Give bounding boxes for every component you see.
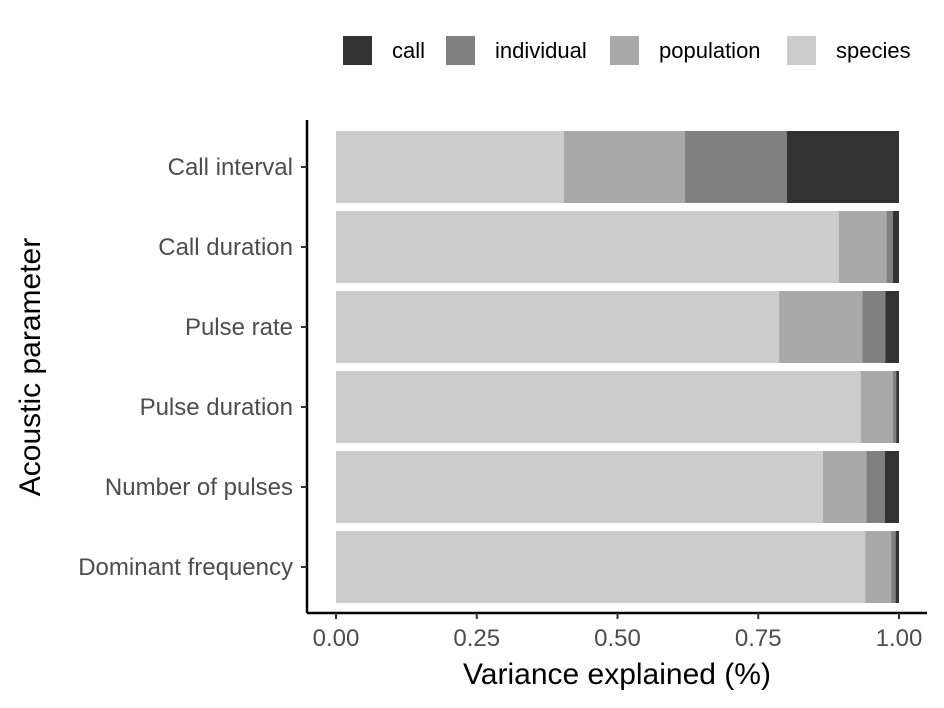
legend-label-individual: individual xyxy=(495,38,587,63)
y-axis: Call interval Call duration Pulse rate Puls… xyxy=(78,120,309,613)
legend-swatch-population xyxy=(610,36,639,65)
bar-species-3 xyxy=(336,371,861,443)
x-tick-label: 1.00 xyxy=(876,625,923,652)
bar-species-1 xyxy=(336,211,839,283)
bar-species-5 xyxy=(336,531,866,603)
bar-population-1 xyxy=(838,211,887,283)
legend-swatch-call xyxy=(343,36,372,65)
x-tick-label: 0.25 xyxy=(453,625,500,652)
bar-call-1 xyxy=(892,211,899,283)
bar-call-0 xyxy=(786,131,899,203)
legend-swatch-individual xyxy=(446,36,475,65)
bar-population-2 xyxy=(779,291,863,363)
x-axis: 0.00 0.25 0.50 0.75 1.00 xyxy=(307,611,927,652)
bar-individual-3 xyxy=(892,371,897,443)
y-axis-title: Acoustic parameter xyxy=(14,238,47,496)
bar-individual-0 xyxy=(685,131,787,203)
bar-call-5 xyxy=(895,531,899,603)
legend-label-call: call xyxy=(392,38,425,63)
x-tick-label: 0.50 xyxy=(594,625,641,652)
bars xyxy=(336,131,899,603)
legend: call individual population species xyxy=(343,36,911,65)
bar-individual-2 xyxy=(862,291,886,363)
bar-population-3 xyxy=(860,371,893,443)
bar-call-3 xyxy=(896,371,899,443)
bar-population-5 xyxy=(865,531,892,603)
bar-population-0 xyxy=(564,131,686,203)
bar-species-4 xyxy=(336,451,823,523)
legend-label-species: species xyxy=(836,38,911,63)
y-tick-label: Number of pulses xyxy=(105,474,293,501)
bar-individual-4 xyxy=(866,451,885,523)
y-tick-label: Pulse duration xyxy=(140,394,293,421)
y-tick-label: Dominant frequency xyxy=(78,554,293,581)
x-axis-title: Variance explained (%) xyxy=(463,658,771,691)
y-tick-label: Pulse rate xyxy=(185,314,293,341)
bar-call-2 xyxy=(885,291,899,363)
bar-species-2 xyxy=(336,291,780,363)
x-tick-label: 0.75 xyxy=(735,625,782,652)
legend-swatch-species xyxy=(787,36,816,65)
bar-individual-1 xyxy=(886,211,893,283)
bar-species-0 xyxy=(336,131,565,203)
y-tick-label: Call duration xyxy=(158,234,293,261)
x-tick-label: 0.00 xyxy=(313,625,360,652)
y-tick-label: Call interval xyxy=(168,154,293,181)
bar-call-4 xyxy=(884,451,899,523)
bar-population-4 xyxy=(822,451,867,523)
legend-label-population: population xyxy=(659,38,761,63)
bar-individual-5 xyxy=(891,531,896,603)
